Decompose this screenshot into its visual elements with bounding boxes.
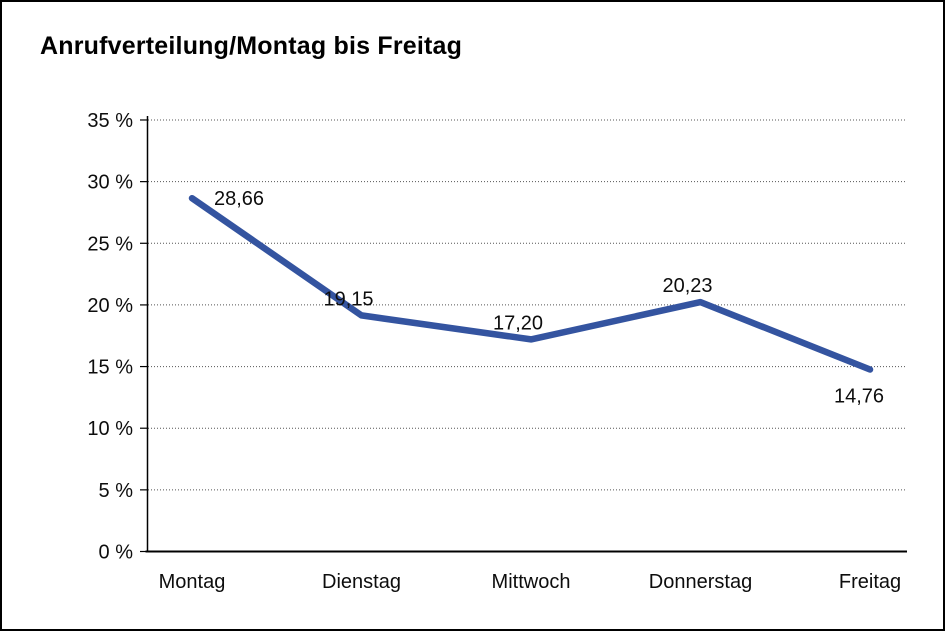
x-category-label-donnerstag: Donnerstag <box>649 571 752 593</box>
y-tick-label-35: 35 % <box>87 110 133 132</box>
y-tick-label-20: 20 % <box>87 295 133 317</box>
data-point-label-donnerstag: 20,23 <box>662 275 712 297</box>
gridlines-group <box>148 119 907 491</box>
y-tick-label-25: 25 % <box>87 233 133 255</box>
data-point-label-mittwoch: 17,20 <box>493 312 543 334</box>
chart-title: Anrufverteilung/Montag bis Freitag <box>40 32 463 60</box>
data-series-group <box>188 194 874 373</box>
data-point-label-freitag: 14,76 <box>834 386 884 408</box>
labels-group: 0 % 5 % 10 % 15 % 20 % 25 % 30 % 35 % Montag Dien… <box>87 110 901 593</box>
axes-group <box>140 115 907 553</box>
x-category-label-mittwoch: Mittwoch <box>492 571 571 593</box>
y-tick-label-5: 5 % <box>99 480 134 502</box>
x-category-label-freitag: Freitag <box>839 571 901 593</box>
data-point-label-montag: 28,66 <box>214 188 264 210</box>
y-tick-label-30: 30 % <box>87 172 133 194</box>
y-tick-label-0: 0 % <box>99 542 134 564</box>
y-tick-label-10: 10 % <box>87 418 133 440</box>
data-point-label-dienstag: 19,15 <box>323 288 373 310</box>
y-tick-label-15: 15 % <box>87 357 133 379</box>
x-category-label-dienstag: Dienstag <box>322 571 401 593</box>
data-line-anrufverteilung <box>188 194 874 373</box>
x-category-label-montag: Montag <box>159 571 226 593</box>
